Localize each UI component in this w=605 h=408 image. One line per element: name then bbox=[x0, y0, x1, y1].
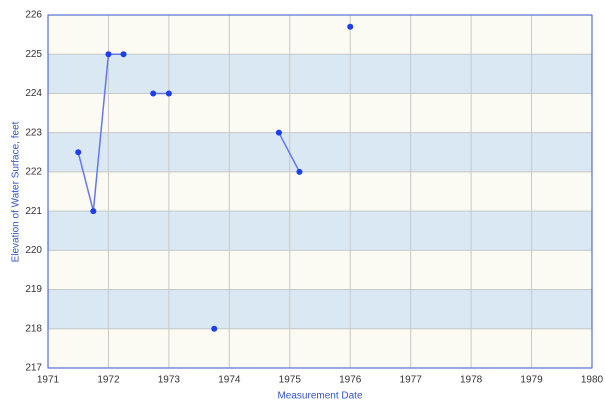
data-point bbox=[150, 90, 157, 97]
band bbox=[48, 93, 592, 133]
y-tick-label: 220 bbox=[25, 245, 42, 256]
band bbox=[48, 328, 592, 368]
data-point bbox=[165, 90, 172, 97]
y-tick-label: 217 bbox=[25, 363, 42, 374]
x-tick-label: 1977 bbox=[400, 375, 423, 386]
y-tick-label: 226 bbox=[25, 10, 42, 21]
y-tick-label: 219 bbox=[25, 284, 42, 295]
x-tick-label: 1978 bbox=[460, 375, 483, 386]
x-tick-label: 1980 bbox=[581, 375, 604, 386]
band bbox=[48, 132, 592, 172]
y-tick-label: 225 bbox=[25, 49, 42, 60]
y-tick-label: 223 bbox=[25, 127, 42, 138]
band bbox=[48, 54, 592, 94]
data-point bbox=[75, 149, 82, 156]
x-axis-label: Measurement Date bbox=[277, 391, 362, 402]
y-tick-label: 224 bbox=[25, 88, 42, 99]
data-point bbox=[296, 168, 303, 175]
band bbox=[48, 15, 592, 55]
x-tick-label: 1979 bbox=[520, 375, 543, 386]
y-tick-label: 221 bbox=[25, 206, 42, 217]
x-tick-label: 1976 bbox=[339, 375, 362, 386]
band bbox=[48, 171, 592, 212]
x-tick-label: 1973 bbox=[158, 375, 181, 386]
band bbox=[48, 289, 592, 329]
x-tick-label: 1972 bbox=[97, 375, 120, 386]
y-tick-label: 222 bbox=[25, 167, 42, 178]
y-axis-label: Elevation of Water Surface, feet bbox=[11, 121, 22, 262]
data-point bbox=[90, 208, 97, 215]
data-point bbox=[120, 51, 127, 58]
band bbox=[48, 211, 592, 251]
data-point bbox=[105, 51, 112, 58]
plot-frame bbox=[47, 14, 593, 369]
x-tick-label: 1971 bbox=[37, 375, 60, 386]
x-tick-label: 1975 bbox=[279, 375, 302, 386]
data-point bbox=[347, 23, 354, 30]
data-point bbox=[275, 129, 282, 136]
x-tick-label: 1974 bbox=[218, 375, 241, 386]
data-point bbox=[211, 325, 218, 332]
band bbox=[48, 250, 592, 290]
y-tick-label: 218 bbox=[25, 323, 42, 334]
